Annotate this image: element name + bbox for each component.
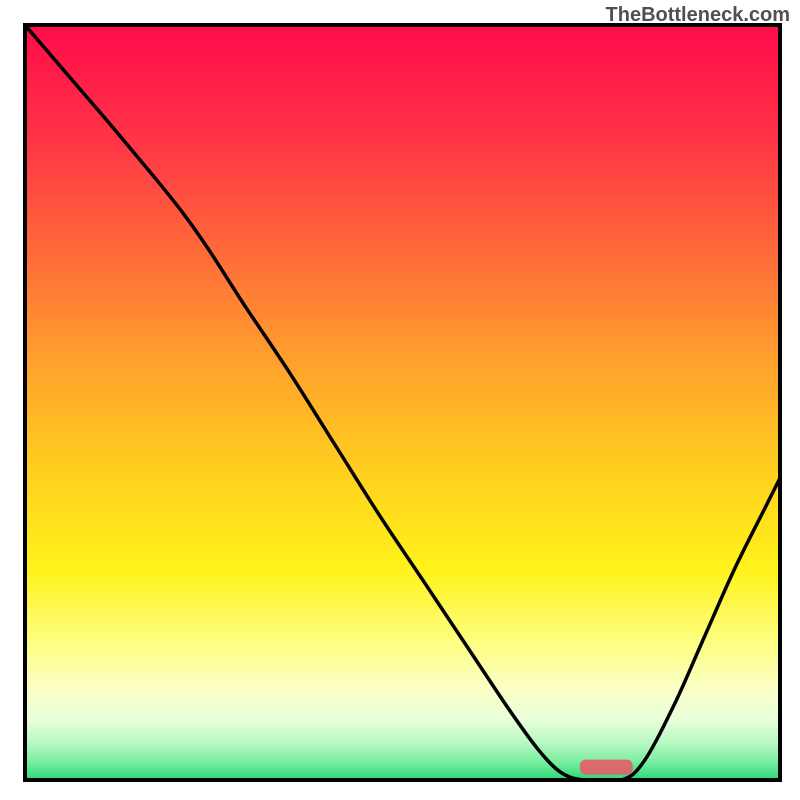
bottleneck-chart: [0, 0, 800, 800]
chart-container: TheBottleneck.com: [0, 0, 800, 800]
optimal-marker: [580, 760, 633, 775]
plot-background: [25, 25, 780, 780]
watermark-label: TheBottleneck.com: [606, 4, 790, 27]
